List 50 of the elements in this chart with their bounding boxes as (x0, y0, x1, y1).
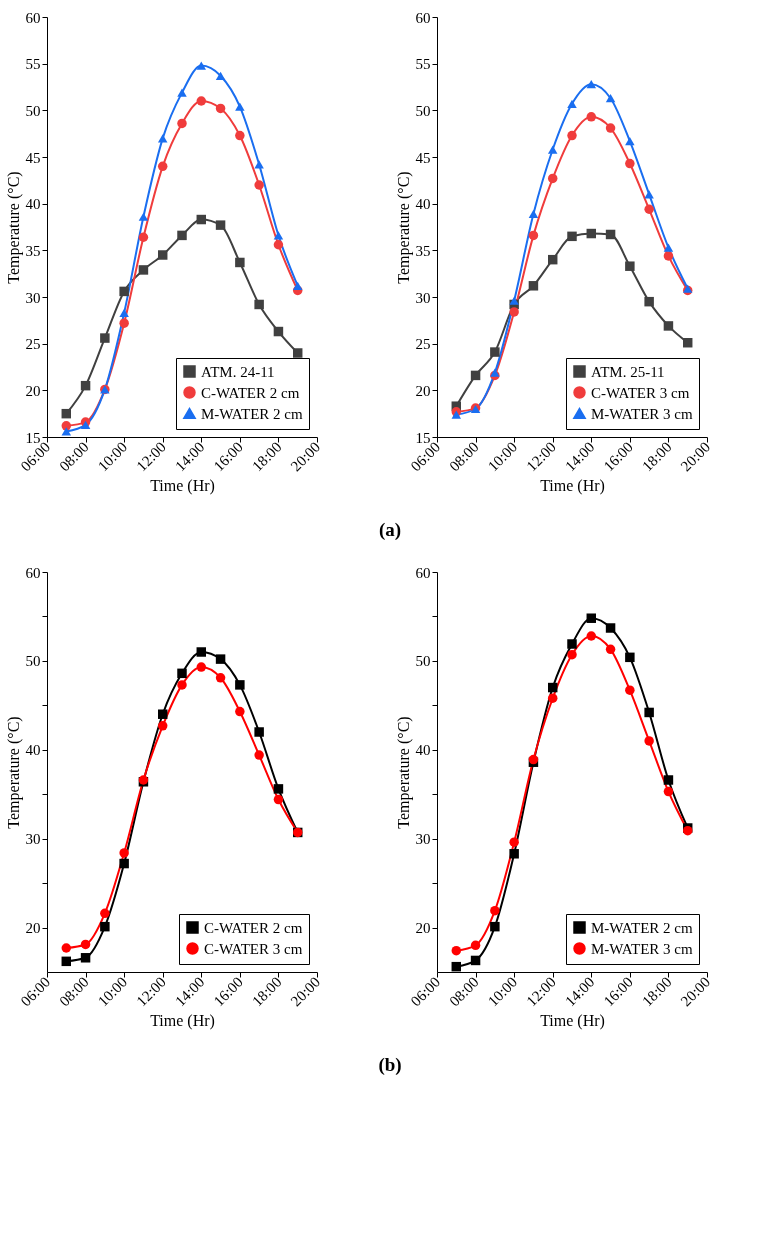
y-tick-label: 55 (415, 56, 431, 73)
x-axis-title: Time (Hr) (540, 1012, 605, 1031)
y-axis-title: Temperature (°C) (394, 716, 413, 829)
y-tick-label: 50 (25, 653, 41, 670)
y-tick-label: 30 (415, 289, 431, 306)
y-tick-label: 20 (25, 920, 41, 937)
y-tick-label: 40 (415, 196, 431, 213)
y-tick-label: 40 (415, 742, 431, 759)
y-tick-label: 60 (415, 564, 431, 581)
y-axis-title: Temperature (°C) (4, 716, 23, 829)
y-tick-label: 50 (415, 102, 431, 119)
text: (b) (377, 1053, 403, 1077)
y-tick-label: 15 (415, 429, 431, 446)
y-tick-label: 50 (415, 653, 431, 670)
y-tick-label: 30 (25, 289, 41, 306)
legend-label: ATM. 24-11 (201, 363, 275, 380)
y-tick-label: 25 (25, 336, 41, 353)
y-tick-label: 35 (415, 242, 431, 259)
legend-label: M-WATER 2 cm (591, 919, 693, 936)
legend-label: C-WATER 3 cm (591, 384, 690, 401)
y-tick-label: 60 (25, 564, 41, 581)
x-axis-title: Time (Hr) (150, 1012, 215, 1031)
y-tick-label: 45 (25, 149, 41, 166)
legend-label: M-WATER 2 cm (201, 405, 303, 422)
x-axis-title: Time (Hr) (540, 477, 605, 496)
y-tick-label: 15 (25, 429, 41, 446)
y-tick-label: 30 (25, 831, 41, 848)
y-tick-label: 40 (25, 742, 41, 759)
y-tick-label: 20 (25, 382, 41, 399)
y-axis-title: Temperature (°C) (4, 171, 23, 284)
legend-label: C-WATER 2 cm (204, 919, 303, 936)
y-tick-label: 25 (415, 336, 431, 353)
x-axis-title: Time (Hr) (150, 477, 215, 496)
y-tick-label: 20 (415, 382, 431, 399)
legend-label: C-WATER 2 cm (201, 384, 300, 401)
y-tick-label: 60 (415, 9, 431, 26)
y-tick-label: 55 (25, 56, 41, 73)
y-tick-label: 20 (415, 920, 431, 937)
y-tick-label: 35 (25, 242, 41, 259)
y-tick-label: 40 (25, 196, 41, 213)
text: (a) (377, 518, 403, 542)
legend-label: M-WATER 3 cm (591, 940, 693, 957)
y-tick-label: 45 (415, 149, 431, 166)
legend-label: M-WATER 3 cm (591, 405, 693, 422)
y-axis-title: Temperature (°C) (394, 171, 413, 284)
legend-label: ATM. 25-11 (591, 363, 665, 380)
legend-label: C-WATER 3 cm (204, 940, 303, 957)
y-tick-label: 50 (25, 102, 41, 119)
y-tick-label: 30 (415, 831, 431, 848)
y-tick-label: 60 (25, 9, 41, 26)
